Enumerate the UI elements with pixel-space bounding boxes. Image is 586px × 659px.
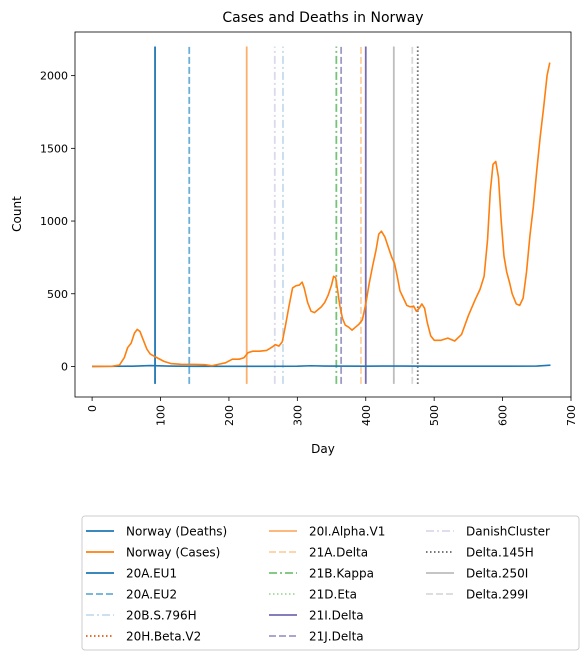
legend-label: 20A.EU2 — [126, 588, 177, 602]
y-tick-label: 0 — [61, 360, 68, 373]
x-tick-label: 700 — [565, 405, 578, 426]
series-line-norway-deaths — [92, 364, 551, 368]
x-axis: 0 100 200 300 400 500 600 700 — [86, 397, 578, 426]
legend-label: 21A.Delta — [309, 546, 368, 560]
y-tick-label: 500 — [47, 288, 68, 301]
y-tick-label: 1000 — [40, 215, 68, 228]
legend-label: Delta.299I — [466, 588, 528, 602]
legend: Norway (Deaths) Norway (Cases) 20A.EU1 20A.… — [81, 515, 580, 651]
legend-label: 21D.Eta — [309, 588, 357, 602]
x-tick-label: 200 — [223, 405, 236, 426]
x-axis-label: Day — [311, 442, 335, 456]
legend-label: Norway (Cases) — [126, 546, 220, 560]
x-tick-label: 500 — [428, 405, 441, 426]
y-axis: 0 500 1000 1500 2000 — [40, 70, 75, 373]
axes-frame — [74, 31, 572, 398]
legend-label: 20A.EU1 — [126, 567, 177, 581]
y-tick-label: 2000 — [40, 70, 68, 83]
legend-label: 21B.Kappa — [309, 567, 374, 581]
legend-label: 21J.Delta — [309, 630, 364, 644]
x-tick-label: 600 — [497, 405, 510, 426]
chart-title: Cases and Deaths in Norway — [222, 10, 423, 26]
legend-label: 20H.Beta.V2 — [126, 630, 201, 644]
plot-area — [92, 46, 551, 384]
legend-frame — [81, 515, 580, 651]
legend-label: 20I.Alpha.V1 — [309, 525, 385, 539]
series-line-norway-cases — [92, 62, 551, 368]
x-tick-label: 100 — [155, 405, 168, 426]
legend-label: Delta.250I — [466, 567, 528, 581]
legend-label: Delta.145H — [466, 546, 534, 560]
legend-label: DanishCluster — [466, 525, 550, 539]
x-tick-label: 0 — [86, 405, 99, 412]
legend-label: 20B.S.796H — [126, 609, 197, 623]
legend-label: Norway (Deaths) — [126, 525, 227, 539]
y-axis-label: Count — [10, 196, 24, 232]
x-tick-label: 400 — [360, 405, 373, 426]
x-tick-label: 300 — [291, 405, 304, 426]
y-tick-label: 1500 — [40, 142, 68, 155]
legend-label: 21I.Delta — [309, 609, 364, 623]
